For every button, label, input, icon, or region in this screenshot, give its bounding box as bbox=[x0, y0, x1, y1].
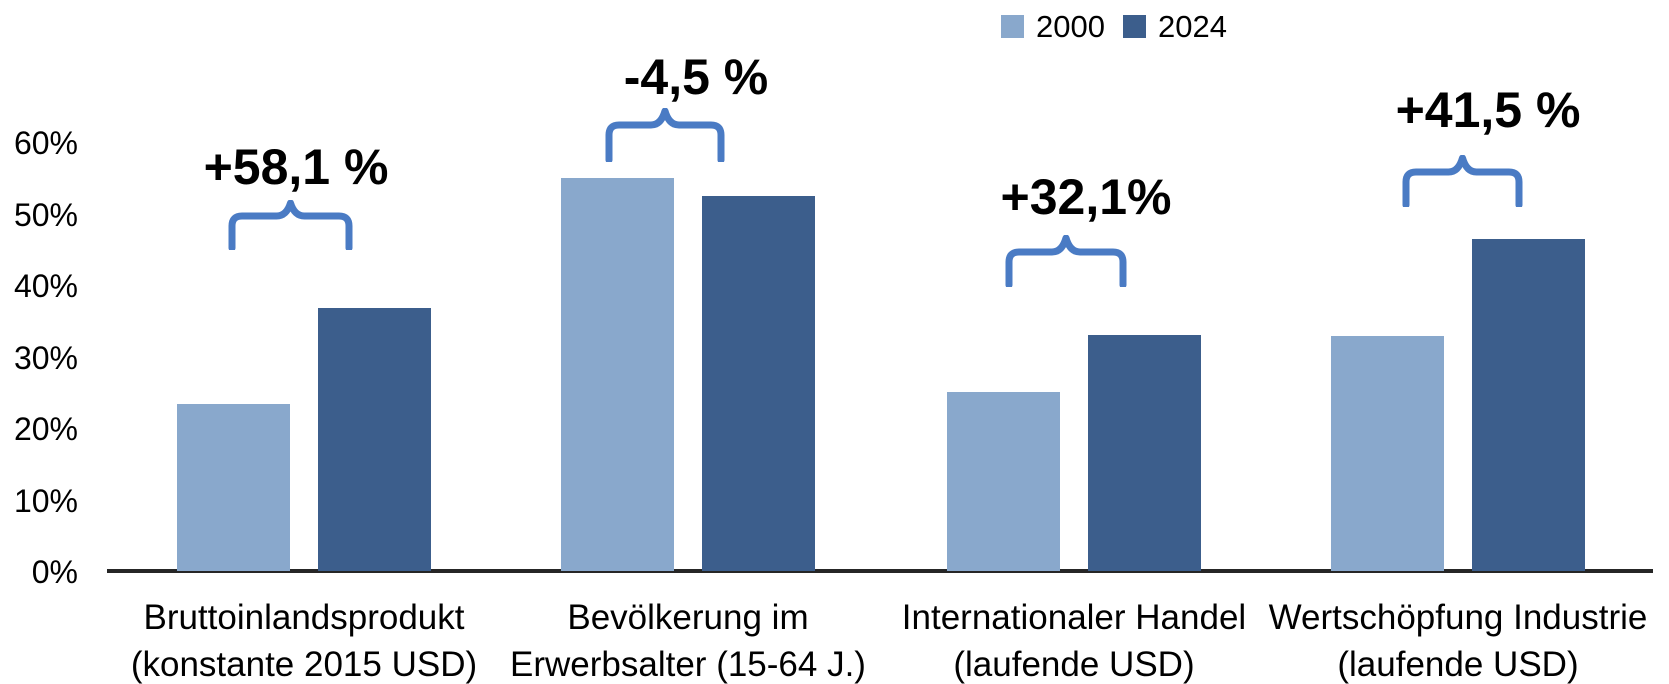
curly-brace-group1 bbox=[228, 200, 353, 250]
category-label-line1: Bevölkerung im bbox=[567, 598, 809, 637]
category-label-group1: Bruttoinlandsprodukt (konstante 2015 USD) bbox=[74, 594, 534, 684]
category-label-line2: (laufende USD) bbox=[1337, 645, 1579, 684]
bar-2024-group3 bbox=[1088, 335, 1201, 571]
legend-item-2024: 2024 bbox=[1122, 9, 1227, 44]
y-axis-tick-label: 40% bbox=[13, 268, 78, 304]
bar-2000-group2 bbox=[561, 177, 674, 571]
category-label-group3: Internationaler Handel (laufende USD) bbox=[844, 594, 1304, 684]
category-label-line1: Bruttoinlandsprodukt bbox=[143, 598, 465, 637]
legend-item-2000: 2000 bbox=[1001, 11, 1105, 42]
curly-brace-group2 bbox=[605, 108, 725, 162]
y-axis-tick-label: 30% bbox=[13, 339, 78, 376]
bar-2000-group3 bbox=[947, 392, 1060, 571]
chart-legend: 2000 2024 bbox=[1001, 11, 1227, 42]
bar-2024-group2 bbox=[702, 195, 815, 571]
category-label-line2: Erwerbsalter (15-64 J.) bbox=[510, 645, 866, 684]
legend-label-2024: 2024 bbox=[1157, 9, 1227, 44]
y-axis-tick-label: 10% bbox=[13, 482, 78, 519]
y-axis-tick-label: 60% bbox=[13, 125, 78, 161]
legend-swatch-2024-icon bbox=[1122, 15, 1146, 38]
category-label-group4: Wertschöpfung Industrie (laufende USD) bbox=[1228, 594, 1669, 684]
legend-label-2000: 2000 bbox=[1036, 9, 1105, 44]
y-axis-tick-label: 0% bbox=[31, 554, 78, 590]
bar-2024-group1 bbox=[318, 307, 431, 571]
change-annotation-group3: +32,1% bbox=[1000, 169, 1172, 225]
category-label-group2: Bevölkerung im Erwerbsalter (15-64 J.) bbox=[458, 594, 918, 684]
curly-brace-group3 bbox=[1005, 235, 1127, 287]
category-label-line2: (konstante 2015 USD) bbox=[130, 645, 478, 684]
category-label-line2: (laufende USD) bbox=[953, 645, 1195, 684]
change-annotation-group1: +58,1 % bbox=[203, 139, 389, 195]
category-label-line1: Wertschöpfung Industrie bbox=[1268, 598, 1648, 637]
change-annotation-group2: -4,5 % bbox=[623, 49, 769, 105]
bar-2000-group4 bbox=[1331, 336, 1444, 571]
curly-brace-group4 bbox=[1402, 155, 1523, 207]
category-label-line1: Internationaler Handel bbox=[901, 598, 1247, 637]
y-axis-tick-label: 20% bbox=[13, 411, 78, 447]
legend-swatch-2000-icon bbox=[1001, 15, 1024, 38]
y-axis-tick-label: 50% bbox=[13, 196, 78, 233]
bar-2000-group1 bbox=[177, 404, 290, 571]
change-annotation-group4: +41,5 % bbox=[1395, 82, 1581, 138]
bar-2024-group4 bbox=[1472, 239, 1585, 571]
x-axis-line bbox=[107, 569, 1653, 573]
